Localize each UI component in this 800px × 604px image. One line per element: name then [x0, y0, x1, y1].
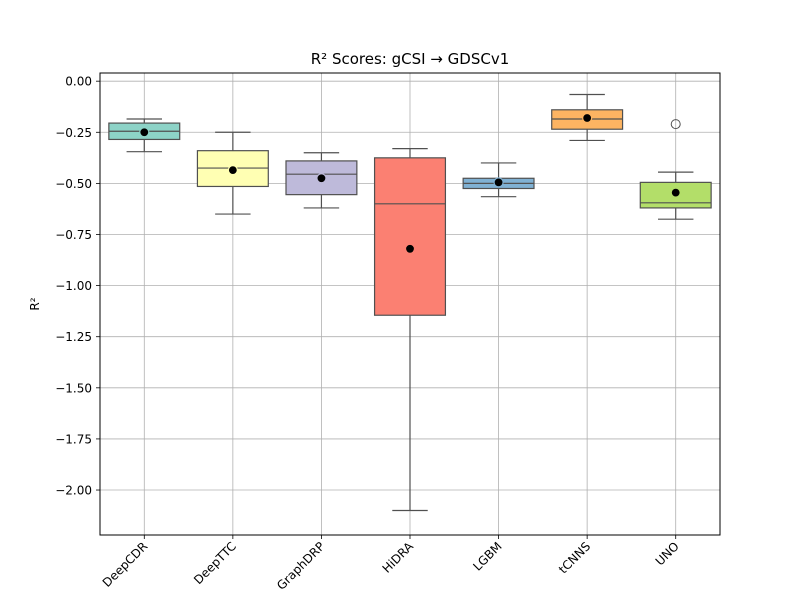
- y-tick-label: −2.00: [55, 484, 92, 498]
- box-layer: [108, 93, 712, 512]
- chart-title: R² Scores: gCSI → GDSCv1: [311, 50, 510, 68]
- y-tick-label: −1.50: [55, 381, 92, 395]
- mean-marker: [582, 112, 593, 124]
- y-tick-label: −1.75: [55, 432, 92, 446]
- y-tick-label: −1.00: [55, 279, 92, 293]
- mean-marker: [316, 173, 327, 184]
- outlier-point: [670, 119, 681, 130]
- box-hidra: [373, 157, 447, 316]
- y-tick-label: −0.75: [55, 228, 92, 242]
- mean-marker: [139, 127, 150, 138]
- y-tick-label: 0.00: [65, 75, 92, 89]
- mean-marker: [493, 177, 504, 188]
- mean-marker: [404, 243, 416, 254]
- y-tick-label: −1.25: [55, 330, 92, 344]
- mean-marker: [227, 165, 238, 176]
- y-tick-label: −0.50: [55, 177, 92, 191]
- mean-marker: [670, 187, 681, 198]
- y-axis-label: R²: [28, 297, 42, 310]
- y-tick-label: −0.25: [55, 126, 92, 140]
